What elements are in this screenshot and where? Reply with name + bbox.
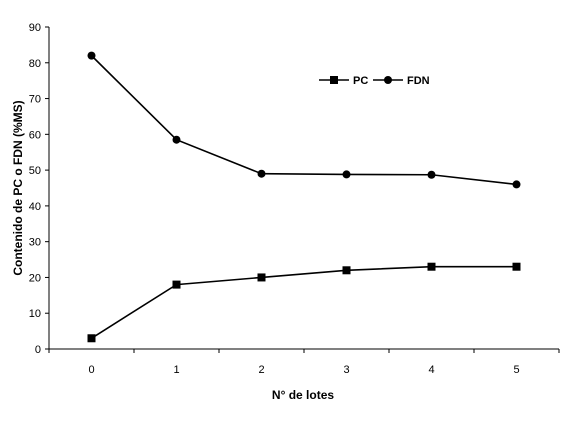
series-layer [87, 51, 521, 343]
data-point-pc [342, 266, 351, 275]
y-tick-label: 10 [29, 308, 41, 320]
y-tick-label: 20 [29, 272, 41, 284]
series-pc [87, 262, 521, 343]
data-point-pc [87, 334, 96, 343]
x-tick-label: 5 [513, 364, 519, 376]
x-tick-label: 1 [173, 364, 179, 376]
x-tick-label: 3 [343, 364, 349, 376]
series-fdn [87, 51, 521, 189]
series-line-fdn [90, 55, 517, 186]
data-point-fdn [87, 51, 96, 60]
data-point-fdn [512, 180, 521, 189]
y-axis-ticks: 0 10 20 30 40 50 60 70 80 90 [29, 22, 49, 356]
legend-entry-fdn: FDN [373, 75, 430, 87]
x-tick-label: 4 [428, 364, 434, 376]
data-point-pc [427, 262, 436, 271]
y-tick-label: 60 [29, 129, 41, 141]
y-tick-label: 90 [29, 22, 41, 34]
legend: PC FDN [319, 75, 430, 87]
y-tick-label: 50 [29, 165, 41, 177]
data-point-pc [172, 280, 181, 289]
legend-entry-pc: PC [319, 75, 368, 87]
data-point-fdn [257, 169, 266, 178]
series-line-pc [91, 265, 517, 339]
legend-marker-square [330, 76, 338, 84]
data-point-fdn [172, 135, 181, 144]
y-tick-label: 40 [29, 201, 41, 213]
x-tick-label: 0 [88, 364, 94, 376]
data-point-fdn [342, 170, 351, 179]
y-tick-label: 0 [35, 344, 41, 356]
legend-label: PC [353, 75, 368, 87]
legend-label: FDN [407, 75, 430, 87]
y-tick-label: 80 [29, 58, 41, 70]
y-axis-title: Contenido de PC o FDN (%MS) [11, 100, 25, 275]
y-tick-label: 70 [29, 94, 41, 106]
data-point-pc [257, 273, 266, 282]
y-tick-label: 30 [29, 237, 41, 249]
data-point-pc [512, 262, 521, 271]
x-tick-label: 2 [258, 364, 264, 376]
x-axis-ticks: 0 1 2 3 4 5 [48, 349, 560, 376]
x-axis-title: N° de lotes [272, 388, 334, 402]
data-point-fdn [427, 170, 436, 179]
legend-marker-circle [384, 76, 392, 84]
